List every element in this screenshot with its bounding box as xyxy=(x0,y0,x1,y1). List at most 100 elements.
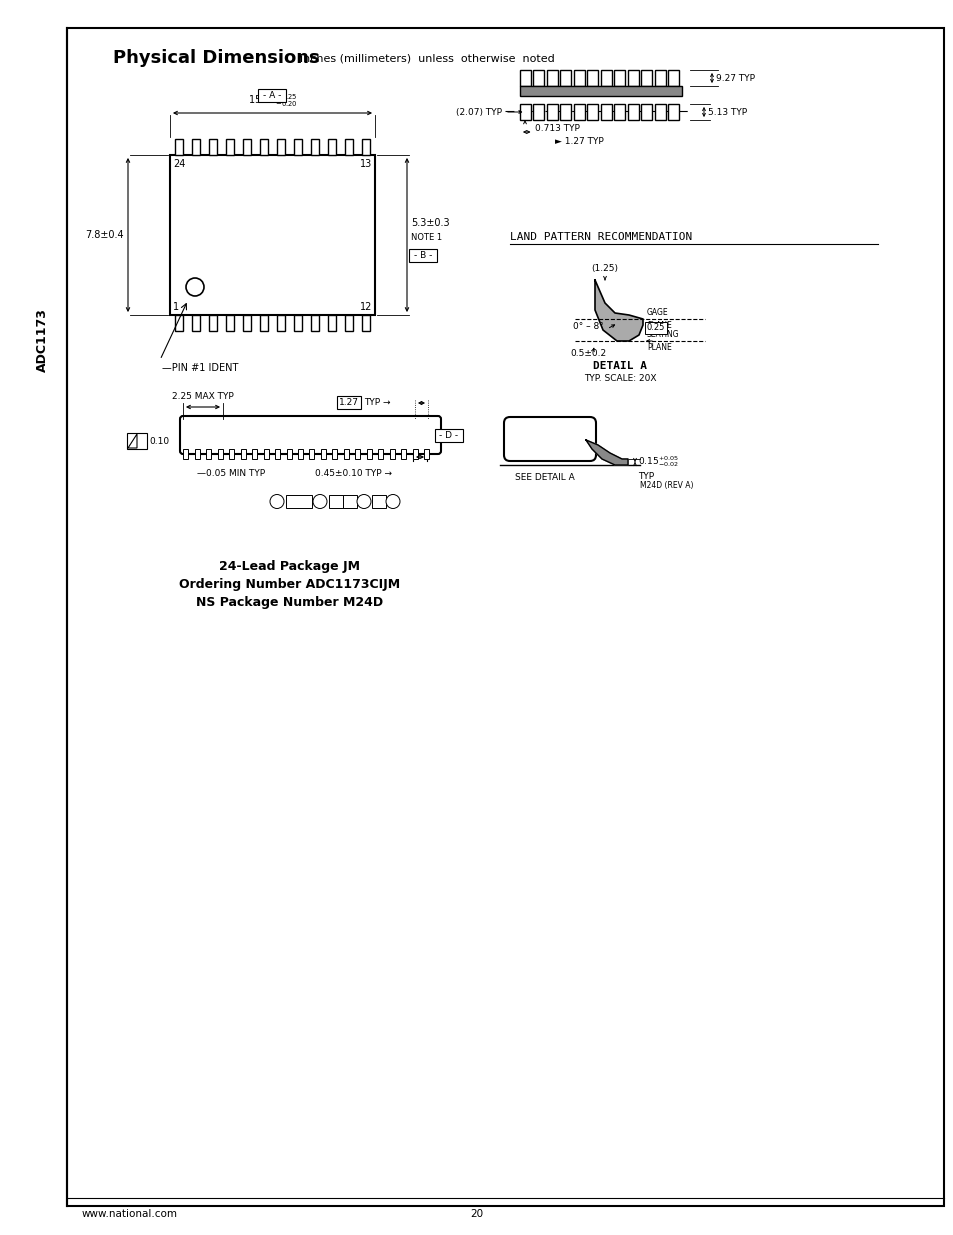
Bar xyxy=(209,140,216,156)
Bar xyxy=(412,450,417,459)
Bar xyxy=(377,450,383,459)
Bar xyxy=(258,89,286,103)
Bar xyxy=(174,315,182,331)
Bar xyxy=(328,315,336,331)
Text: Physical Dimensions: Physical Dimensions xyxy=(112,49,319,67)
Text: B: B xyxy=(347,496,353,506)
Bar xyxy=(209,315,216,331)
Bar xyxy=(311,140,319,156)
Bar xyxy=(336,396,360,409)
Text: TYP. SCALE: 20X: TYP. SCALE: 20X xyxy=(583,374,656,383)
Bar xyxy=(533,70,544,86)
Text: 24: 24 xyxy=(172,159,185,169)
Text: 0° – 8°: 0° – 8° xyxy=(573,322,603,331)
Bar xyxy=(297,450,303,459)
Bar xyxy=(435,429,462,442)
Text: DETAIL A: DETAIL A xyxy=(593,361,646,370)
Bar xyxy=(343,495,356,508)
Text: S: S xyxy=(390,496,395,506)
Bar xyxy=(259,315,268,331)
Text: 9.27 TYP: 9.27 TYP xyxy=(716,74,754,83)
Text: NS Package Number M24D: NS Package Number M24D xyxy=(196,597,383,609)
Text: - B -: - B - xyxy=(414,251,432,261)
Bar xyxy=(274,450,280,459)
Bar xyxy=(174,140,182,156)
Bar xyxy=(243,140,251,156)
Text: A: A xyxy=(375,496,381,506)
Bar xyxy=(655,104,665,120)
Text: O: O xyxy=(274,496,280,506)
Text: GAGE: GAGE xyxy=(646,308,668,317)
Circle shape xyxy=(313,494,327,509)
Text: 24-Lead Package JM: 24-Lead Package JM xyxy=(219,559,360,573)
Bar xyxy=(345,315,353,331)
Bar xyxy=(587,104,598,120)
Text: —PIN #1 IDENT: —PIN #1 IDENT xyxy=(162,363,238,373)
Bar xyxy=(276,315,285,331)
Bar xyxy=(343,450,349,459)
Text: M: M xyxy=(316,496,323,506)
Bar xyxy=(644,322,666,333)
Bar xyxy=(546,104,558,120)
Bar xyxy=(668,104,679,120)
FancyBboxPatch shape xyxy=(503,417,596,461)
Bar xyxy=(560,104,571,120)
Text: 20: 20 xyxy=(470,1209,483,1219)
Text: Ordering Number ADC1173CIJM: Ordering Number ADC1173CIJM xyxy=(179,578,400,592)
Text: D: D xyxy=(333,496,339,506)
Text: - D -: - D - xyxy=(439,431,458,440)
Text: 7.8±0.4: 7.8±0.4 xyxy=(85,230,124,240)
Bar xyxy=(332,450,337,459)
Bar xyxy=(194,450,200,459)
Bar xyxy=(362,315,370,331)
Text: LAND PATTERN RECOMMENDATION: LAND PATTERN RECOMMENDATION xyxy=(510,232,692,242)
Bar xyxy=(252,450,257,459)
Bar xyxy=(229,450,234,459)
Text: S: S xyxy=(361,496,366,506)
Bar xyxy=(217,450,223,459)
Bar xyxy=(668,70,679,86)
Text: PLANE: PLANE xyxy=(646,343,671,352)
Bar xyxy=(309,450,314,459)
Bar xyxy=(294,140,302,156)
Polygon shape xyxy=(128,433,137,448)
Bar xyxy=(640,70,652,86)
Text: NOTE 1: NOTE 1 xyxy=(411,232,441,242)
Bar xyxy=(127,433,147,450)
Bar xyxy=(192,140,199,156)
Text: (1.25): (1.25) xyxy=(591,264,618,273)
Bar xyxy=(627,104,639,120)
Bar xyxy=(600,70,612,86)
Text: 12: 12 xyxy=(359,303,372,312)
Text: TYP →: TYP → xyxy=(364,398,390,408)
Bar xyxy=(546,70,558,86)
Text: 0.10: 0.10 xyxy=(149,436,169,446)
Bar xyxy=(345,140,353,156)
Text: —0.05 MIN TYP: —0.05 MIN TYP xyxy=(196,469,265,478)
Text: SEE DETAIL A: SEE DETAIL A xyxy=(515,473,574,482)
Circle shape xyxy=(356,494,371,509)
Text: 0.713 TYP: 0.713 TYP xyxy=(535,124,579,133)
Text: - A -: - A - xyxy=(263,91,281,100)
Bar xyxy=(226,315,233,331)
Text: 13: 13 xyxy=(359,159,372,169)
Text: 0.45±0.10 TYP →: 0.45±0.10 TYP → xyxy=(314,469,392,478)
Bar xyxy=(355,450,360,459)
Bar xyxy=(362,140,370,156)
Bar xyxy=(655,70,665,86)
Bar xyxy=(240,450,246,459)
Bar xyxy=(560,70,571,86)
Bar xyxy=(372,495,386,508)
Bar xyxy=(519,70,531,86)
Bar xyxy=(587,70,598,86)
Bar xyxy=(640,104,652,120)
Bar xyxy=(226,140,233,156)
Bar xyxy=(519,104,531,120)
Bar xyxy=(614,104,625,120)
Bar xyxy=(533,104,544,120)
Circle shape xyxy=(386,494,399,509)
Bar xyxy=(259,140,268,156)
Text: 2.25 MAX TYP: 2.25 MAX TYP xyxy=(172,391,233,401)
Bar xyxy=(170,156,375,315)
Text: (2.07) TYP: (2.07) TYP xyxy=(456,107,501,116)
